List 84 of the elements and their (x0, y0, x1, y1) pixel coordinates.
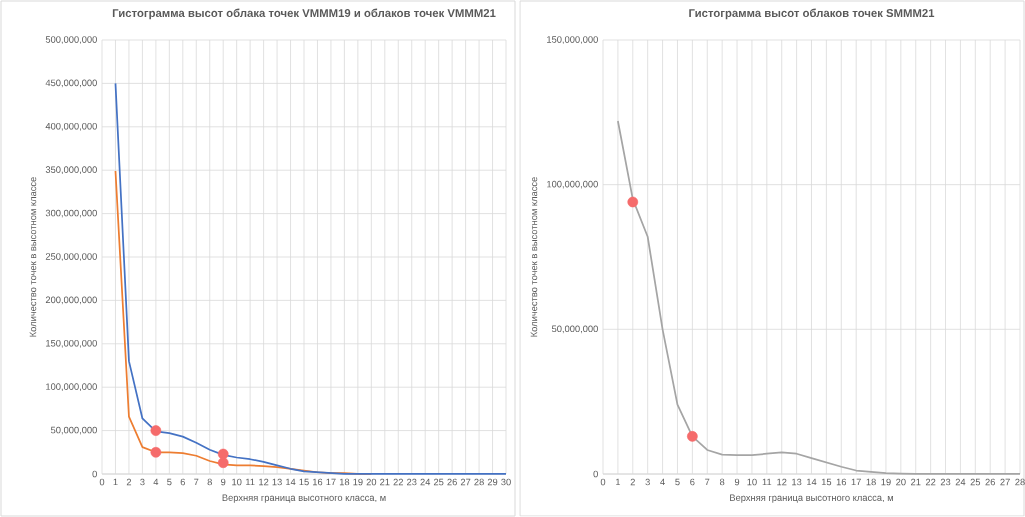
x-tick-label: 21 (380, 478, 390, 486)
x-tick-label: 8 (207, 478, 212, 486)
y-tick-label: 0 (92, 470, 97, 478)
y-tick-label: 450,000,000 (45, 79, 97, 88)
x-tick-label: 18 (339, 478, 350, 486)
x-tick-label: 30 (501, 478, 511, 486)
y-tick-label: 250,000,000 (45, 253, 97, 261)
point (150, 425, 162, 436)
point (217, 457, 229, 469)
y-tick-label: 150,000,000 (46, 339, 97, 348)
x-tick-label: 3 (140, 478, 145, 486)
y-tick-label: 300,000,000 (45, 209, 97, 218)
x-tick-label: 10 (232, 478, 242, 486)
x-tick-label: 1 (616, 478, 621, 486)
x-tick-label: 25 (433, 478, 444, 486)
x-tick-label: 28 (474, 478, 484, 486)
x-tick-label: 1 (113, 478, 118, 486)
x-tick-label: 20 (896, 478, 906, 486)
x-tick-label: 2 (630, 478, 635, 486)
point (150, 446, 162, 458)
x-tick-label: 16 (312, 478, 323, 486)
x-tick-label: 20 (366, 478, 377, 486)
x-tick-label: 9 (734, 478, 740, 486)
chart-title: Гистограмма высот облаков точек SMMM21 (689, 8, 935, 20)
x-tick-label: 24 (420, 478, 431, 486)
x-tick-label: 5 (675, 478, 680, 486)
x-tick-label: 13 (792, 478, 802, 486)
x-tick-label: 23 (407, 478, 417, 486)
x-tick-label: 7 (194, 478, 199, 486)
x-tick-label: 15 (821, 478, 832, 486)
x-tick-label: 28 (1015, 478, 1025, 486)
x-tick-label: 19 (881, 478, 891, 486)
y-tick-label: 100,000,000 (547, 180, 598, 189)
x-tick-label: 19 (353, 478, 363, 486)
x-tick-label: 22 (393, 478, 403, 486)
y-axis-title: Количество точек в высотном классе (530, 177, 538, 337)
x-tick-label: 8 (719, 478, 725, 486)
x-tick-label: 18 (866, 478, 876, 486)
x-tick-label: 29 (487, 478, 498, 486)
x-tick-label: 6 (690, 478, 695, 486)
y-tick-label: 50,000,000 (50, 426, 97, 435)
y-tick-label: 200,000,000 (45, 296, 97, 305)
x-tick-label: 17 (326, 478, 336, 486)
y-tick-label: 0 (593, 470, 598, 478)
x-tick-label: 22 (925, 478, 936, 486)
x-tick-label: 3 (645, 478, 650, 486)
x-tick-label: 16 (836, 478, 847, 486)
x-tick-label: 7 (705, 478, 710, 486)
x-tick-label: 13 (272, 478, 282, 486)
x-axis-title: Верхняя граница высотного класса, м (222, 494, 386, 503)
x-tick-label: 4 (153, 478, 159, 486)
x-tick-label: 9 (221, 478, 226, 486)
x-tick-label: 4 (660, 478, 665, 486)
x-tick-label: 0 (600, 478, 606, 486)
x-tick-label: 25 (970, 478, 981, 486)
y-tick-label: 350,000,000 (45, 166, 97, 175)
x-tick-label: 14 (286, 478, 296, 486)
x-tick-label: 27 (460, 478, 471, 486)
x-tick-label: 26 (985, 478, 995, 486)
x-tick-label: 27 (1000, 478, 1010, 486)
x-tick-label: 5 (167, 478, 172, 486)
x-tick-label: 21 (911, 478, 921, 486)
x-tick-label: 11 (246, 478, 255, 486)
x-tick-label: 11 (762, 478, 772, 486)
x-tick-label: 24 (955, 478, 966, 486)
x-tick-label: 26 (447, 478, 457, 486)
y-tick-label: 500,000,000 (45, 36, 97, 44)
y-tick-label: 50,000,000 (551, 325, 598, 334)
x-tick-label: 23 (940, 478, 951, 486)
y-tick-label: 150,000,000 (547, 36, 598, 44)
x-tick-label: 2 (126, 478, 132, 486)
x-tick-label: 12 (777, 478, 787, 486)
y-tick-label: 400,000,000 (45, 122, 97, 131)
x-tick-label: 12 (259, 478, 269, 486)
x-tick-label: 17 (851, 478, 861, 486)
x-tick-label: 14 (807, 478, 817, 486)
x-axis-title: Верхняя граница высотного класса, м (730, 494, 893, 503)
y-axis-title: Количество точек в высотном классе (29, 177, 37, 337)
x-tick-label: 15 (299, 478, 309, 486)
y-tick-label: 100,000,000 (46, 383, 97, 392)
x-tick-label: 6 (180, 478, 185, 486)
chart-title: Гистограмма высот облака точек VMMM19 и облаков точек VMMM21 (112, 8, 496, 20)
x-tick-label: 0 (99, 478, 105, 486)
x-tick-label: 10 (747, 478, 757, 486)
